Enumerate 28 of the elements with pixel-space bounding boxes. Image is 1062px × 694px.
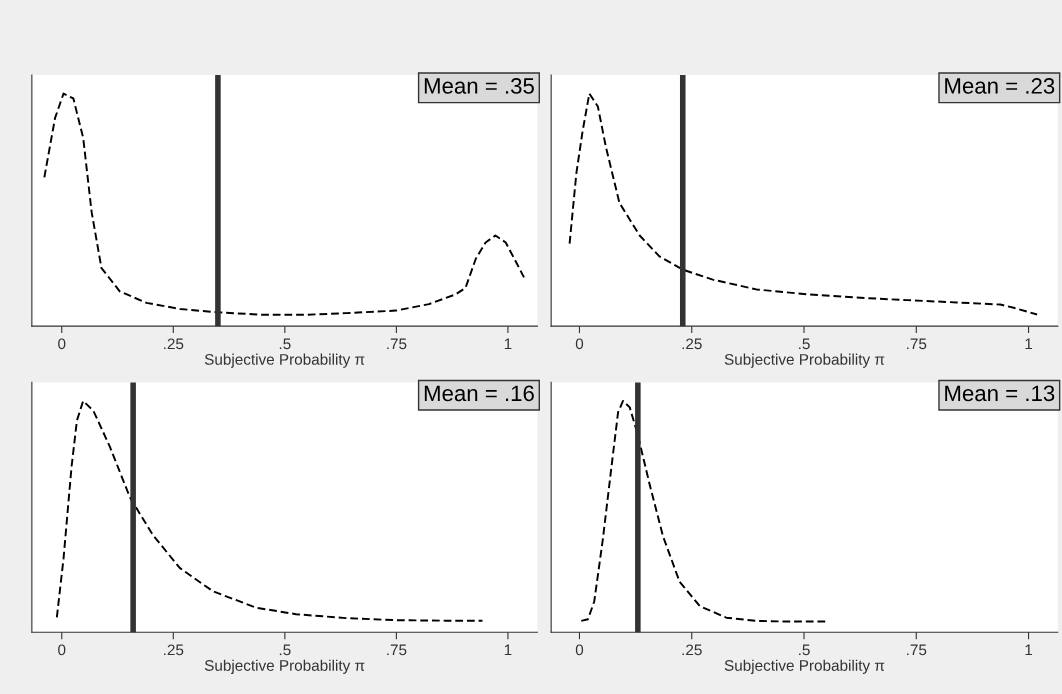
x-tick-label: .5 [799, 338, 810, 350]
x-tick-label: .5 [799, 644, 810, 656]
x-tick-label: .25 [164, 338, 184, 350]
annotation: Mean = .35 [424, 78, 534, 94]
annotation: Mean = .16 [424, 385, 534, 402]
x-tick-label: .75 [387, 338, 407, 350]
x-tick-label: 1 [504, 644, 512, 656]
x-axis-title: Subjective Probability π [204, 353, 365, 368]
x-tick-label: .25 [164, 644, 184, 656]
x-axis-title: Subjective Probability π [204, 659, 365, 674]
x-tick-label: 1 [504, 338, 512, 350]
x-tick-label: 0 [575, 338, 584, 350]
x-tick-label: .25 [682, 338, 702, 350]
x-tick-label: 1 [1025, 338, 1033, 350]
x-tick-label: .5 [279, 338, 291, 350]
x-tick-label: .75 [387, 644, 407, 656]
x-axis-title: Subjective Probability π [724, 659, 885, 674]
x-tick-label: .75 [907, 338, 927, 350]
x-tick-label: 1 [1025, 644, 1033, 656]
x-tick-label: 0 [58, 644, 66, 656]
x-tick-label: .75 [907, 644, 927, 656]
x-tick-label: 0 [575, 644, 584, 656]
annotation: Mean = .13 [945, 385, 1055, 402]
x-tick-label: .5 [279, 644, 291, 656]
x-axis-title: Subjective Probability π [724, 353, 885, 368]
annotation: Mean = .23 [945, 78, 1055, 94]
x-tick-label: .25 [682, 644, 702, 656]
x-tick-label: 0 [58, 338, 66, 350]
